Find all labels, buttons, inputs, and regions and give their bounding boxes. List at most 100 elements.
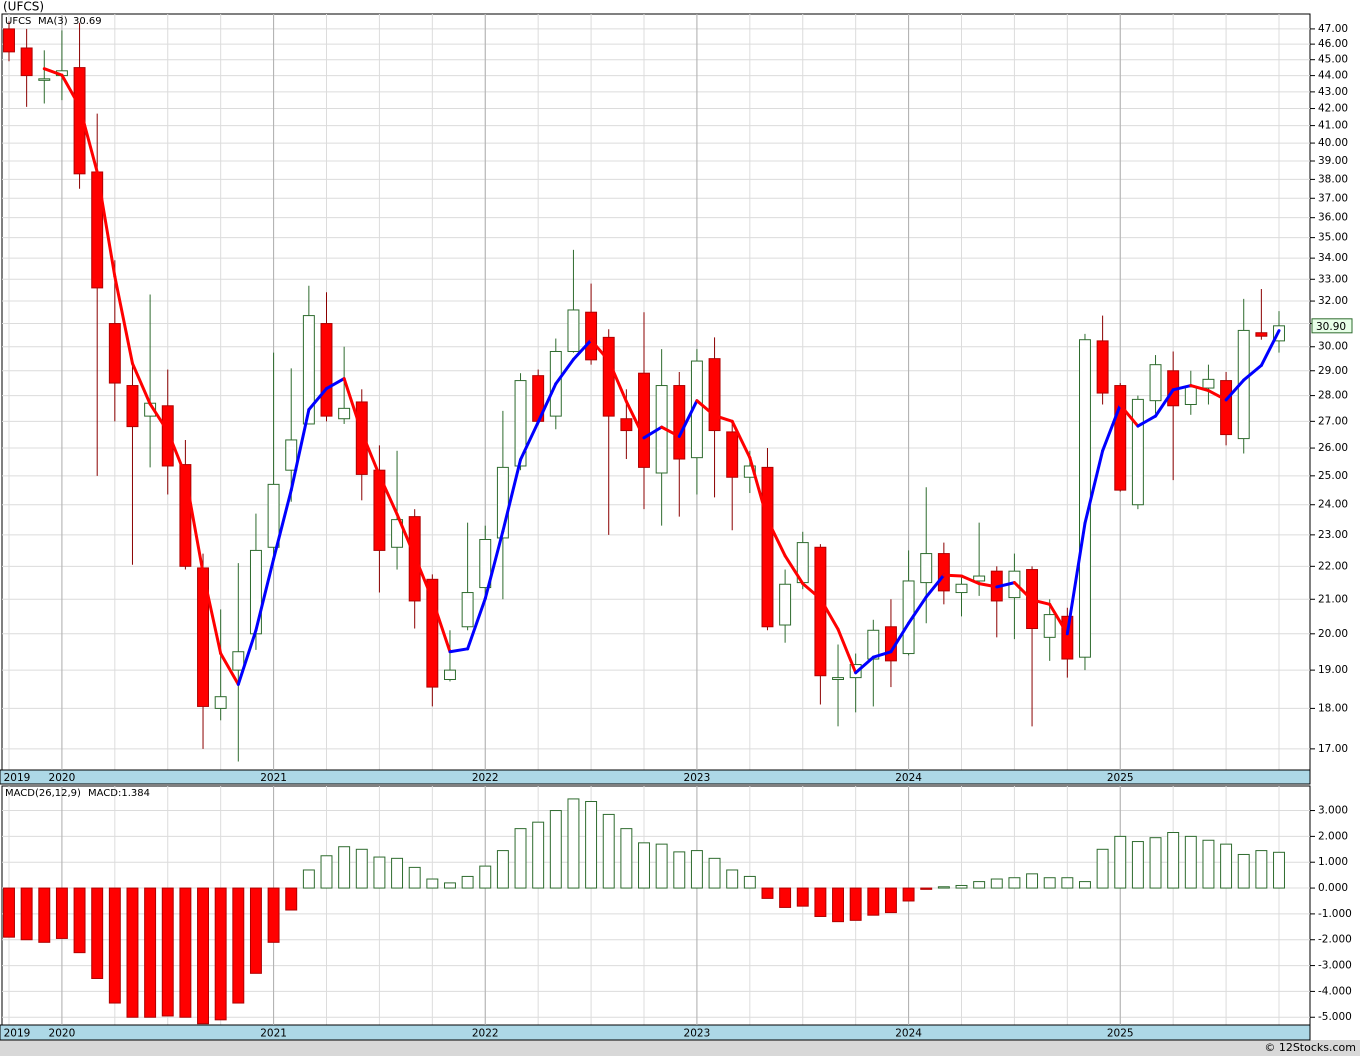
ma-segment: [1189, 384, 1210, 393]
ma-segment: [130, 361, 152, 406]
macd-bar: [549, 810, 562, 889]
ma-segment: [1030, 598, 1052, 606]
macd-bar: [1237, 853, 1250, 889]
macd-bar: [867, 887, 880, 916]
macd-bar: [726, 869, 739, 889]
macd-bar: [302, 869, 315, 889]
macd-bar: [408, 866, 421, 889]
macd-bar: [1273, 851, 1285, 889]
macd-bar: [38, 887, 51, 943]
footer-bar: [0, 1040, 1360, 1056]
y-tick-label: 42.00: [1318, 103, 1348, 115]
macd-bar: [761, 887, 774, 899]
y-tick-label: 44.00: [1318, 70, 1348, 82]
ma-segment: [148, 402, 170, 433]
candle-body: [638, 372, 650, 468]
y-tick-label: 17.00: [1318, 743, 1348, 755]
ma-segment: [695, 399, 717, 418]
legend-ma-value: 30.69: [73, 16, 102, 27]
y-tick-label: 20.00: [1318, 628, 1348, 640]
ma-segment: [272, 488, 293, 561]
macd-bar: [1202, 839, 1215, 889]
y-tick-label: 40.00: [1318, 137, 1348, 149]
macd-bar: [920, 887, 933, 890]
candle-body: [179, 464, 192, 567]
macd-bar: [1026, 873, 1039, 889]
y-tick-label: -2.000: [1318, 934, 1352, 946]
macd-bar: [673, 851, 686, 889]
candle-body: [514, 380, 527, 467]
ma-segment: [1083, 449, 1105, 525]
ma-segment: [325, 377, 346, 391]
ma-segment: [1065, 521, 1087, 636]
macd-bar: [1079, 881, 1091, 889]
ma-segment: [783, 554, 805, 586]
candle-body: [126, 385, 139, 428]
ma-segment: [713, 414, 734, 423]
x-tick-label: 2021: [260, 772, 287, 784]
ma-segment: [554, 357, 575, 386]
macd-bar: [426, 878, 439, 889]
ma-segment: [995, 581, 1016, 589]
candle-body: [320, 323, 333, 417]
macd-bar: [1220, 843, 1233, 889]
ma-segment: [430, 597, 452, 654]
candle-body: [1043, 614, 1056, 638]
y-tick-label: 24.00: [1318, 499, 1348, 511]
y-tick-label: -1.000: [1318, 908, 1352, 920]
y-tick-label: 33.00: [1318, 273, 1348, 285]
ma-segment: [624, 399, 646, 440]
macd-bar: [197, 887, 209, 1025]
y-tick-label: 22.00: [1318, 560, 1348, 572]
y-tick-label: 36.00: [1318, 212, 1348, 224]
x-tick-label: 2022: [472, 772, 499, 784]
macd-bar: [73, 887, 86, 954]
macd-bar: [620, 828, 633, 889]
ma-segment: [483, 529, 505, 601]
candle-body: [973, 575, 986, 582]
macd-bar: [796, 887, 809, 907]
candle-body: [1149, 364, 1162, 402]
y-tick-label: 43.00: [1318, 86, 1348, 98]
x-tick-label: 2024: [895, 772, 922, 784]
y-tick-label: 38.00: [1318, 173, 1348, 185]
y-tick-label: 19.00: [1318, 664, 1348, 676]
ma-segment: [1048, 602, 1069, 636]
ma-segment: [854, 655, 875, 675]
ma-segment: [1101, 403, 1122, 453]
macd-bar: [285, 887, 298, 911]
ma-segment: [748, 456, 769, 522]
macd-bar: [179, 887, 192, 1018]
y-tick-label: 35.00: [1318, 232, 1348, 244]
ma-segment: [395, 512, 417, 558]
macd-bar: [1061, 877, 1074, 889]
candle-body: [585, 311, 598, 361]
candle-body: [38, 78, 51, 81]
candle-body: [726, 431, 739, 478]
ma-segment: [642, 425, 664, 440]
macd-bar: [884, 887, 897, 914]
candle-body: [761, 466, 774, 628]
ma-segment: [1224, 378, 1246, 402]
ma-segment: [42, 67, 64, 77]
x-tick-label: 2019: [4, 1028, 31, 1040]
y-tick-label: 32.00: [1318, 295, 1348, 307]
candle-body: [708, 358, 721, 432]
ma-segment: [677, 399, 699, 438]
y-tick-label: 21.00: [1318, 593, 1348, 605]
x-tick-label: 2020: [49, 772, 76, 784]
y-tick-label: 34.00: [1318, 252, 1348, 264]
ma-segment: [342, 377, 364, 434]
candle-body: [1202, 378, 1215, 389]
candle-body: [302, 315, 315, 425]
macd-bar: [249, 887, 262, 974]
macd-bar: [1131, 841, 1144, 889]
candle-body: [479, 538, 492, 589]
candle-body: [232, 651, 245, 671]
macd-bar: [937, 886, 950, 889]
macd-bar: [955, 884, 968, 889]
legend-macd: MACD(26,12,9): [5, 788, 81, 799]
ma-segment: [254, 557, 276, 632]
macd-bar: [444, 882, 456, 889]
candle-body: [373, 469, 386, 551]
